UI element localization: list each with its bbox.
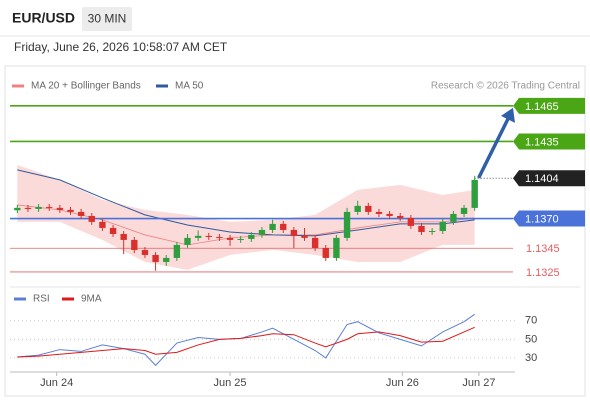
candle-body — [237, 238, 244, 240]
level-label: 1.1404 — [525, 173, 559, 185]
level-tag — [513, 97, 585, 114]
level-label: 1.1465 — [525, 101, 559, 113]
candle-body — [216, 236, 223, 238]
candle-body — [471, 179, 478, 208]
level-label: 1.1435 — [525, 136, 559, 148]
candle-body — [226, 237, 234, 240]
candle-body — [131, 239, 138, 250]
x-tick-label: Jun 27 — [462, 377, 495, 389]
legend-label: MA 50 — [175, 81, 204, 92]
forecast-arrowhead — [501, 107, 515, 123]
x-tick-label: Jun 24 — [40, 377, 73, 389]
level-label: 1.1345 — [526, 243, 560, 255]
candle-body — [354, 205, 361, 212]
interval-label[interactable]: 30 MIN — [88, 12, 127, 26]
candle-body — [173, 244, 181, 258]
candle-body — [460, 207, 468, 214]
candle-body — [46, 206, 53, 208]
x-tick-label: Jun 26 — [386, 377, 419, 389]
y-tick-label: 70 — [525, 315, 537, 327]
level-tag — [513, 170, 585, 187]
indicator-line — [17, 313, 475, 367]
candle-body — [290, 229, 298, 236]
candle-body — [120, 233, 127, 240]
candle-body — [343, 211, 351, 238]
candle-body — [77, 211, 85, 216]
bollinger-band — [17, 164, 475, 270]
level-label: 1.1370 — [525, 213, 559, 225]
legend-label: MA 20 + Bollinger Bands — [31, 81, 141, 92]
candle-body — [205, 235, 212, 237]
candle-body — [141, 250, 149, 255]
credit: Research © 2026 Trading Central — [431, 81, 580, 92]
candle-body — [418, 225, 425, 232]
candle-body — [439, 221, 446, 232]
candle-body — [322, 247, 329, 258]
candle-body — [386, 213, 393, 216]
candle-body — [99, 221, 106, 228]
legend-label: RSI — [33, 294, 50, 305]
candle-body — [163, 257, 170, 262]
candle-body — [258, 229, 266, 235]
candle-body — [152, 254, 159, 262]
candle-body — [428, 231, 436, 233]
candle-body — [407, 217, 415, 226]
level-tag — [513, 133, 585, 150]
candle-body — [56, 207, 64, 210]
candle-body — [35, 206, 42, 209]
candle-body — [109, 227, 117, 234]
candle-body — [333, 237, 340, 258]
candle-body — [88, 215, 95, 222]
candle-body — [450, 213, 457, 222]
candle-body — [365, 205, 372, 212]
symbol: EUR/USD — [12, 10, 75, 26]
y-tick-label: 50 — [525, 333, 537, 345]
interval-button[interactable] — [82, 7, 132, 31]
x-tick-label: Jun 25 — [214, 377, 247, 389]
candle-body — [280, 223, 287, 230]
candle-body — [397, 215, 404, 218]
level-label: 1.1325 — [526, 267, 560, 279]
y-tick-label: 30 — [525, 352, 537, 364]
candle-body — [67, 209, 74, 212]
candle-body — [248, 234, 255, 239]
legend-label: 9MA — [81, 294, 102, 305]
candle-body — [301, 235, 308, 238]
indicator-line — [17, 326, 475, 358]
candle-body — [269, 223, 276, 230]
candle-body — [194, 235, 202, 238]
candle-body — [311, 237, 319, 248]
candle-body — [375, 211, 383, 214]
chart-frame — [4, 65, 586, 397]
candle-body — [14, 207, 21, 211]
forecast-arrow — [477, 116, 511, 179]
candle-body — [184, 237, 191, 245]
candle-body — [24, 207, 32, 209]
level-tag — [513, 210, 585, 227]
datetime: Friday, June 26, 2026 10:58:07 AM CET — [14, 40, 228, 54]
